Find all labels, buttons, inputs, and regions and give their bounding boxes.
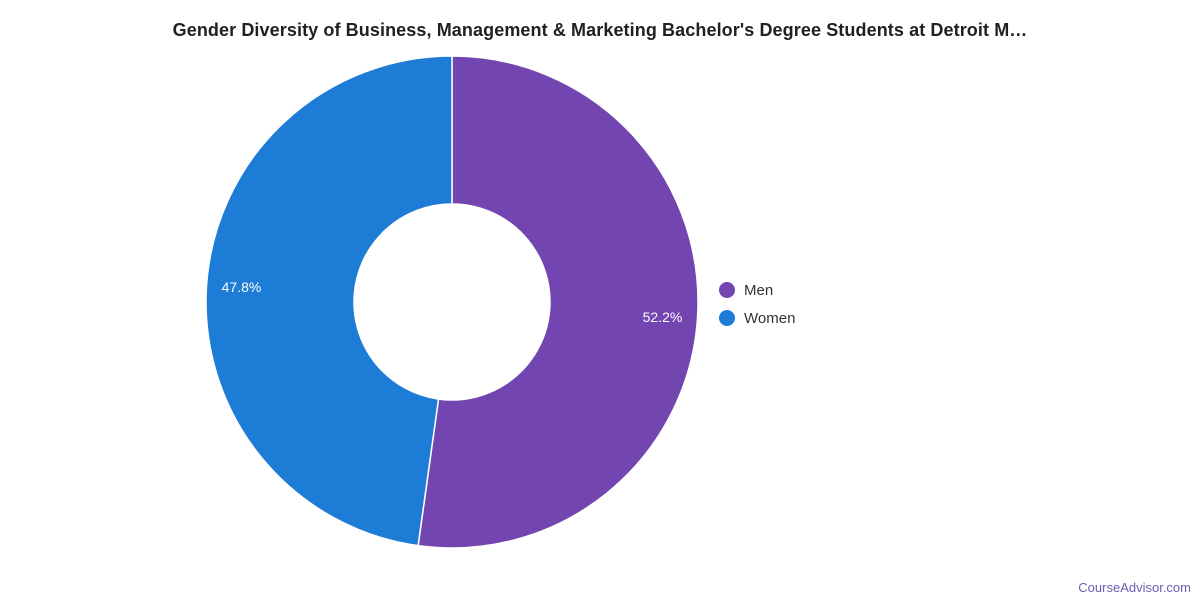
slice-label-women: 47.8% (221, 279, 262, 296)
donut-slice-men[interactable] (417, 55, 699, 549)
donut-slice-women[interactable] (205, 55, 453, 547)
legend-swatch-men-icon (719, 282, 735, 298)
legend-item-men[interactable]: Men (719, 280, 795, 300)
legend: Men Women (719, 280, 795, 336)
slice-label-men: 52.2% (642, 308, 683, 325)
legend-label-men: Men (744, 281, 774, 299)
chart-title: Gender Diversity of Business, Management… (172, 20, 1028, 40)
watermark-courseadvisor[interactable]: CourseAdvisor.com (1078, 580, 1191, 595)
legend-item-women[interactable]: Women (719, 308, 795, 328)
legend-label-women: Women (744, 309, 796, 327)
legend-swatch-women-icon (719, 310, 735, 326)
